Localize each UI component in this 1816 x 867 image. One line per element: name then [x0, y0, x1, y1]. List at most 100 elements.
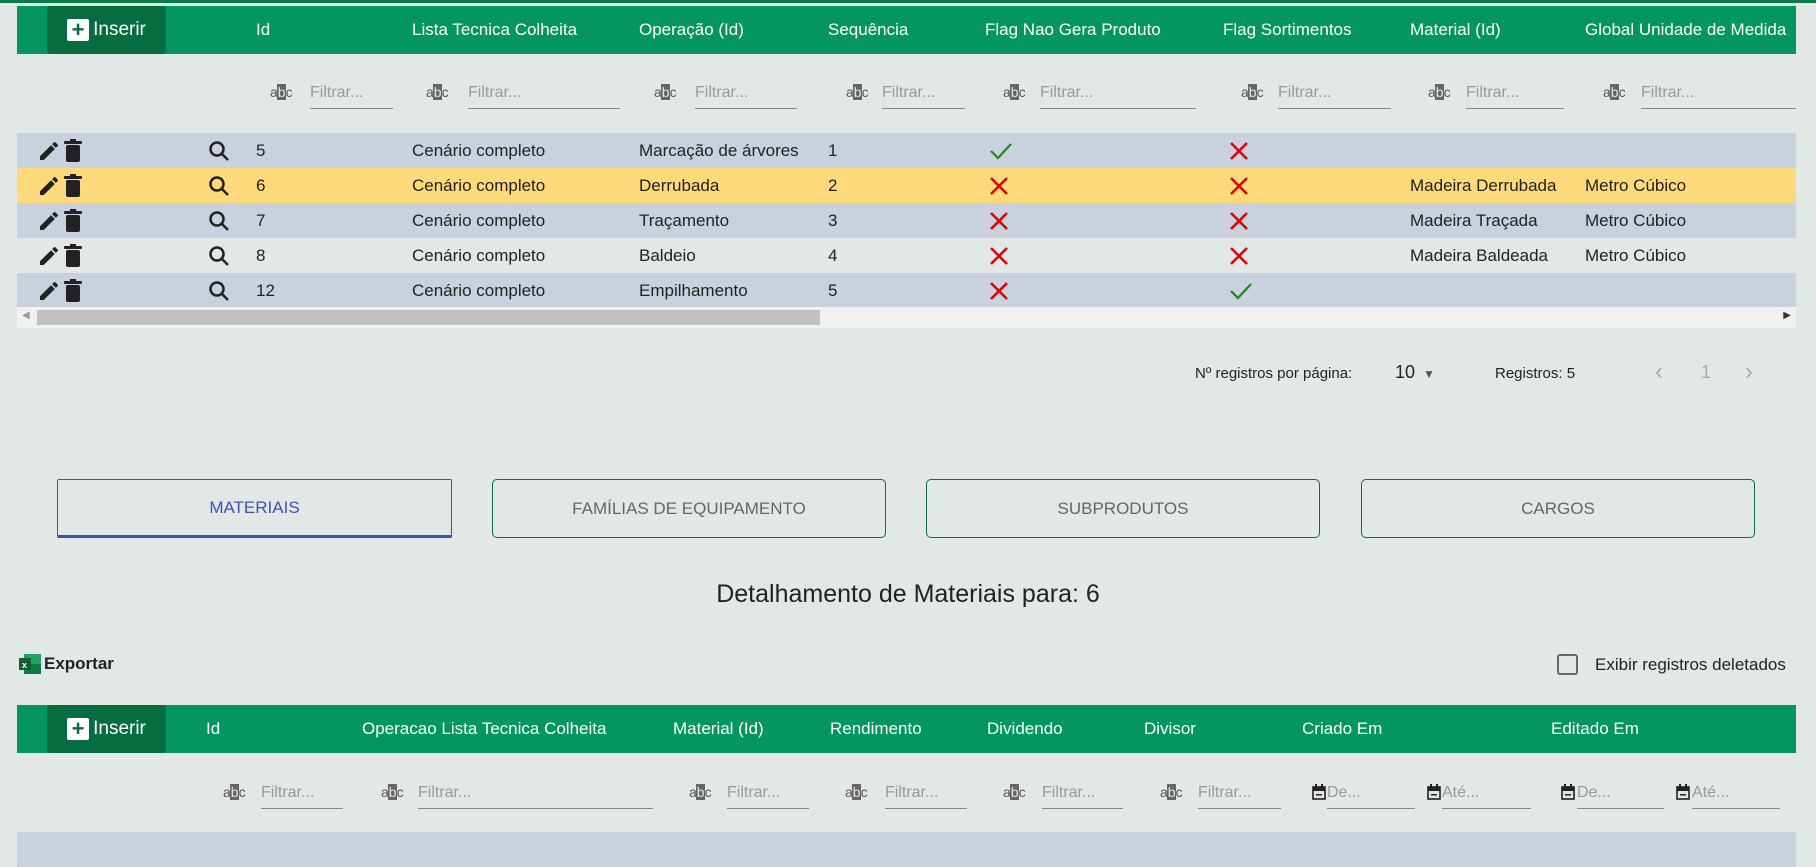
delete-icon[interactable]: [63, 244, 83, 273]
filter-input-material[interactable]: Filtrar...: [727, 779, 809, 809]
text-filter-icon: abc: [381, 784, 404, 800]
filter-input-id[interactable]: Filtrar...: [261, 779, 343, 809]
text-filter-icon: abc: [1241, 84, 1264, 100]
cell-lista: Cenário completo: [412, 281, 546, 300]
check-icon: [989, 141, 1013, 166]
filter-input-lista[interactable]: Filtrar...: [468, 79, 620, 109]
edit-icon[interactable]: [37, 139, 61, 168]
filter-placeholder: Filtrar...: [261, 784, 315, 801]
column-header[interactable]: Rendimento: [830, 719, 922, 738]
table-row[interactable]: 8 Cenário completo Baldeio 4 Madeira Baldead…: [17, 238, 1796, 273]
view-details-icon[interactable]: [207, 174, 231, 203]
scroll-left-icon[interactable]: ◀: [22, 310, 30, 321]
delete-icon[interactable]: [63, 139, 83, 168]
column-header[interactable]: Criado Em: [1302, 719, 1383, 738]
view-details-icon[interactable]: [207, 244, 231, 273]
edit-icon[interactable]: [37, 279, 61, 308]
column-header[interactable]: Operação (Id): [639, 20, 744, 39]
column-header[interactable]: Lista Tecnica Colheita: [412, 20, 578, 39]
column-header[interactable]: Flag Nao Gera Produto: [985, 20, 1161, 39]
cell-lista: Cenário completo: [412, 246, 546, 265]
edit-icon[interactable]: [37, 244, 61, 273]
filter-input-operacao[interactable]: Filtrar...: [695, 79, 797, 109]
filter-input-divisor[interactable]: Filtrar...: [1198, 779, 1281, 809]
delete-icon[interactable]: [63, 174, 83, 203]
filter-placeholder: Filtrar...: [1466, 84, 1520, 101]
tab-fam-lias-de-equipamento[interactable]: FAMÍLIAS DE EQUIPAMENTO: [492, 479, 886, 538]
filter-input-dividendo[interactable]: Filtrar...: [1042, 779, 1123, 809]
date-from-placeholder: De...: [1577, 784, 1611, 801]
table-row[interactable]: 5 Cenário completo Marcação de árvores 1: [17, 133, 1796, 168]
filter-placeholder: Filtrar...: [468, 84, 522, 101]
cell-id: 5: [256, 141, 266, 160]
tab-materiais[interactable]: MATERIAIS: [57, 479, 452, 538]
filter-input-nao-gera[interactable]: Filtrar...: [1040, 79, 1196, 109]
column-header[interactable]: Material (Id): [1410, 20, 1501, 39]
prev-page-icon[interactable]: ‹: [1655, 358, 1663, 385]
cell-material: Madeira Traçada: [1410, 211, 1538, 230]
insert-button[interactable]: + Inserir: [47, 705, 166, 753]
column-header[interactable]: Material (Id): [673, 719, 764, 738]
scroll-right-icon[interactable]: ▶: [1783, 310, 1791, 321]
column-header[interactable]: Global Unidade de Medida: [1585, 20, 1787, 39]
filter-placeholder: Filtrar...: [1040, 84, 1094, 101]
filter-input-unidade[interactable]: Filtrar...: [1641, 79, 1796, 109]
column-header[interactable]: Operacao Lista Tecnica Colheita: [362, 719, 607, 738]
column-header[interactable]: Editado Em: [1551, 719, 1639, 738]
insert-button[interactable]: + Inserir: [47, 6, 166, 54]
created-from-input[interactable]: De...: [1327, 779, 1415, 809]
edited-from-input[interactable]: De...: [1577, 779, 1664, 809]
scrollbar-thumb[interactable]: [37, 310, 820, 325]
table-row[interactable]: 7 Cenário completo Traçamento 3 Madeira Traç…: [17, 203, 1796, 238]
cell-operacao: Derrubada: [639, 176, 720, 195]
filter-input-sequencia[interactable]: Filtrar...: [882, 79, 965, 109]
show-deleted-checkbox[interactable]: [1557, 654, 1578, 675]
cell-material: Madeira Derrubada: [1410, 176, 1557, 195]
top-table-header: + Inserir Id Lista Tecnica Colheita Operaçã…: [17, 6, 1796, 54]
cell-seq: 4: [828, 246, 838, 265]
edited-to-input[interactable]: Até...: [1692, 779, 1780, 809]
table-row[interactable]: 6 Cenário completo Derrubada 2 Madeira Derru…: [17, 168, 1796, 203]
cross-icon: [989, 281, 1009, 306]
export-button[interactable]: x Exportar: [18, 653, 114, 675]
edit-icon[interactable]: [37, 174, 61, 203]
per-page-select[interactable]: 10 ▼: [1395, 362, 1435, 383]
filter-input-sortimentos[interactable]: Filtrar...: [1278, 79, 1391, 109]
filter-input-rendimento[interactable]: Filtrar...: [885, 779, 967, 809]
filter-input-id[interactable]: Filtrar...: [310, 79, 393, 109]
calendar-icon[interactable]: [1312, 784, 1326, 803]
view-details-icon[interactable]: [207, 279, 231, 308]
text-filter-icon: abc: [223, 784, 246, 800]
filter-placeholder: Filtrar...: [418, 784, 472, 801]
filter-input-material[interactable]: Filtrar...: [1466, 79, 1564, 109]
cross-icon: [1229, 176, 1249, 201]
calendar-icon[interactable]: [1676, 784, 1690, 803]
tab-subprodutos[interactable]: SUBPRODUTOS: [926, 479, 1320, 538]
filter-placeholder: Filtrar...: [1042, 784, 1096, 801]
delete-icon[interactable]: [63, 279, 83, 308]
view-details-icon[interactable]: [207, 139, 231, 168]
column-header[interactable]: Dividendo: [987, 719, 1063, 738]
filter-input-operacao[interactable]: Filtrar...: [418, 779, 653, 809]
page-number[interactable]: 1: [1701, 362, 1712, 382]
column-header[interactable]: Sequência: [828, 20, 909, 39]
column-header[interactable]: Flag Sortimentos: [1223, 20, 1352, 39]
column-header[interactable]: Id: [206, 719, 221, 738]
column-header[interactable]: Id: [256, 20, 271, 39]
calendar-icon[interactable]: [1427, 784, 1441, 803]
tab-cargos[interactable]: CARGOS: [1361, 479, 1755, 538]
svg-text:x: x: [22, 660, 27, 670]
created-to-input[interactable]: Até...: [1442, 779, 1531, 809]
edit-icon[interactable]: [37, 209, 61, 238]
calendar-icon[interactable]: [1561, 784, 1575, 803]
filter-placeholder: Filtrar...: [1278, 84, 1332, 101]
table-row[interactable]: 12 Cenário completo Empilhamento 5: [17, 273, 1796, 308]
view-details-icon[interactable]: [207, 209, 231, 238]
next-page-icon[interactable]: ›: [1745, 358, 1753, 385]
date-from-placeholder: De...: [1327, 784, 1361, 801]
filter-placeholder: Filtrar...: [1641, 84, 1695, 101]
column-header[interactable]: Divisor: [1144, 719, 1196, 738]
filter-placeholder: Filtrar...: [1198, 784, 1252, 801]
delete-icon[interactable]: [63, 209, 83, 238]
text-filter-icon: abc: [1003, 784, 1026, 800]
